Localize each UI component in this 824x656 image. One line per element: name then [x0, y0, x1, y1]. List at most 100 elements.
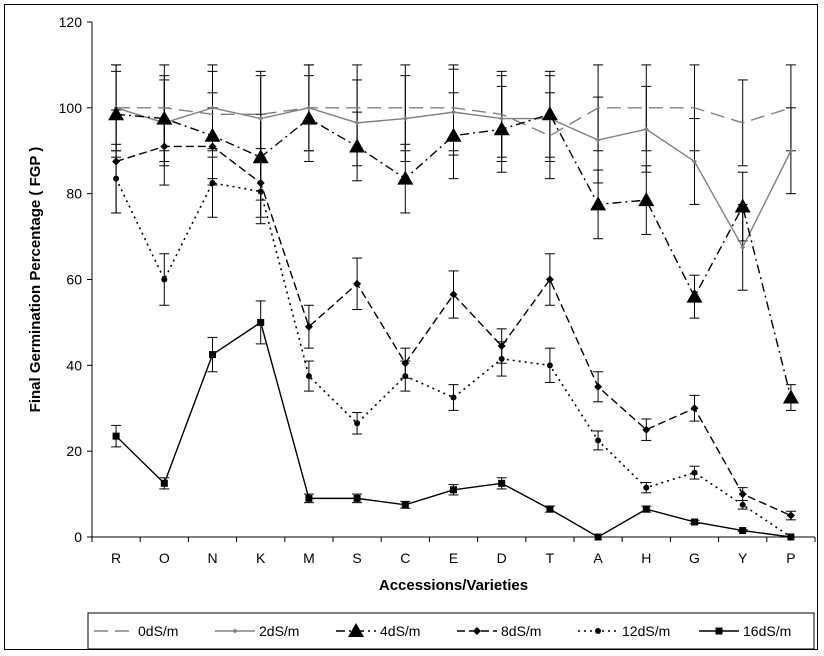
data-point: [450, 486, 457, 494]
data-point: [204, 127, 221, 142]
data-point: [160, 479, 168, 487]
data-point: [450, 394, 457, 401]
y-tick-label: 80: [66, 186, 82, 202]
series-0dSm: [116, 107, 792, 137]
data-point: [252, 149, 269, 164]
legend-label: 8dS/m: [501, 623, 541, 639]
data-point: [590, 196, 607, 211]
data-point: [449, 290, 458, 299]
data-point: [739, 501, 746, 508]
data-point: [638, 192, 655, 207]
data-point: [354, 420, 361, 427]
data-point: [349, 138, 366, 153]
data-point: [473, 627, 481, 635]
data-point: [445, 127, 462, 142]
x-tick-label: S: [352, 550, 361, 566]
data-point: [397, 170, 414, 185]
data-point: [209, 179, 216, 186]
data-point: [210, 105, 215, 111]
data-point: [160, 142, 169, 151]
series-line: [115, 145, 792, 517]
series-line: [115, 321, 791, 538]
data-point: [353, 279, 362, 288]
x-tick-label: D: [497, 550, 507, 566]
y-tick-label: 100: [59, 100, 83, 116]
data-point: [594, 382, 603, 391]
x-tick-label: K: [256, 550, 266, 566]
series-layer: [108, 105, 799, 541]
data-point: [498, 355, 505, 362]
data-point: [691, 518, 698, 526]
data-point: [498, 479, 506, 487]
data-point: [740, 244, 746, 250]
chart-frame: [4, 4, 818, 650]
legend-label: 12dS/m: [622, 623, 670, 639]
x-tick-label: N: [207, 550, 217, 566]
data-point: [643, 484, 650, 491]
data-point: [595, 137, 601, 143]
data-point: [300, 110, 317, 125]
y-tick-label: 120: [59, 14, 83, 30]
data-point: [161, 276, 168, 283]
data-point: [208, 142, 217, 151]
data-point: [209, 351, 216, 359]
data-point: [113, 175, 120, 182]
data-point: [306, 105, 312, 111]
data-point: [354, 120, 360, 126]
x-tick-label: T: [546, 550, 555, 566]
series-line: [115, 178, 792, 538]
data-point: [493, 121, 510, 136]
data-point: [451, 109, 456, 115]
data-point: [305, 494, 313, 502]
data-point: [232, 628, 238, 634]
data-point: [348, 623, 364, 637]
y-tick-label: 40: [66, 357, 82, 373]
data-point: [643, 126, 649, 132]
data-point: [738, 490, 747, 499]
y-tick-label: 60: [66, 272, 82, 288]
series-16dSm: [112, 318, 795, 541]
legend-box: [87, 612, 815, 650]
data-point: [305, 373, 312, 380]
legend-label: 16dS/m: [743, 623, 791, 639]
data-point: [595, 628, 601, 634]
data-point: [546, 362, 553, 369]
legend-label: 4dS/m: [380, 623, 420, 639]
data-point: [353, 494, 361, 502]
data-point: [690, 404, 699, 413]
y-tick-label: 0: [74, 529, 82, 545]
series-2dSm: [113, 105, 794, 250]
series-4dSm: [108, 106, 799, 404]
data-point: [786, 511, 795, 520]
x-tick-label: H: [641, 550, 651, 566]
x-tick-label: C: [400, 550, 410, 566]
series-line: [116, 113, 792, 398]
data-point: [782, 389, 799, 404]
y-tick-label: 20: [66, 443, 82, 459]
data-point: [256, 178, 265, 187]
data-point: [402, 373, 409, 380]
data-point: [112, 432, 120, 440]
x-tick-label: A: [593, 550, 603, 566]
data-point: [401, 501, 409, 509]
data-point: [691, 469, 698, 476]
data-point: [546, 505, 554, 513]
data-point: [541, 106, 558, 121]
data-point: [692, 158, 697, 164]
data-point: [715, 627, 723, 635]
data-point: [686, 288, 703, 303]
data-point: [642, 505, 650, 513]
data-point: [788, 148, 794, 154]
x-tick-label: G: [689, 550, 700, 566]
data-point: [595, 437, 602, 444]
data-point: [257, 188, 264, 195]
data-point: [739, 527, 747, 535]
data-point: [545, 275, 554, 284]
data-point: [787, 533, 795, 541]
data-point: [499, 116, 505, 122]
legend-label: 0dS/m: [138, 623, 178, 639]
series-line: [116, 107, 792, 137]
data-point: [156, 110, 173, 125]
data-point: [497, 342, 506, 351]
data-point: [402, 116, 408, 122]
